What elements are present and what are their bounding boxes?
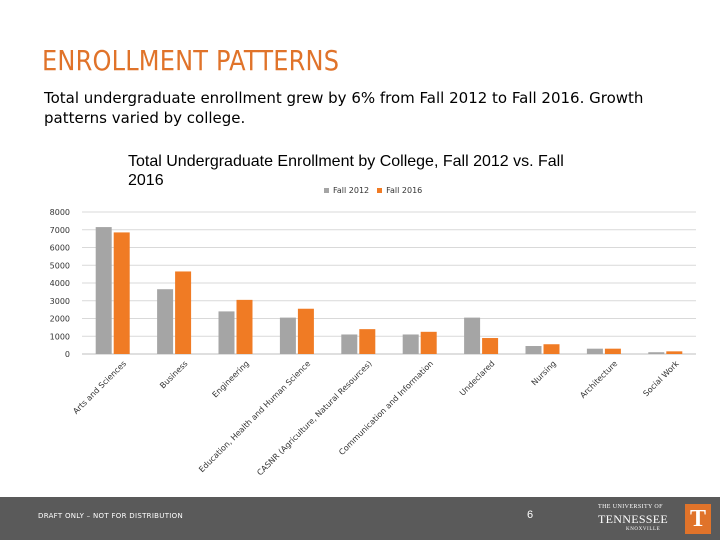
- bar-fall-2012: [279, 317, 296, 354]
- bar-fall-2012: [525, 346, 542, 354]
- x-category-label: Nursing: [530, 359, 558, 387]
- bar-fall-2016: [604, 348, 621, 354]
- chart-legend: Fall 2012 Fall 2016: [324, 186, 422, 195]
- x-category-label: Business: [158, 359, 189, 390]
- bar-fall-2012: [402, 334, 419, 354]
- x-category-label: Architecture: [578, 359, 619, 400]
- y-tick-label: 2000: [50, 315, 70, 324]
- page-number: 6: [527, 509, 534, 521]
- y-tick-label: 3000: [50, 297, 70, 306]
- bar-fall-2012: [464, 317, 481, 354]
- bar-fall-2012: [157, 289, 174, 354]
- y-tick-label: 1000: [50, 332, 70, 341]
- legend-swatch-fall-2016: [377, 188, 383, 193]
- y-tick-label: 5000: [50, 261, 70, 270]
- logo-line-3: KNOXVILLE: [626, 527, 661, 532]
- bar-fall-2016: [297, 308, 314, 354]
- logo-line-1: THE UNIVERSITY OF: [598, 504, 663, 510]
- y-tick-label: 4000: [50, 279, 70, 288]
- y-tick-label: 0: [65, 350, 70, 359]
- bar-fall-2012: [95, 227, 112, 354]
- bar-fall-2016: [420, 331, 437, 354]
- bar-fall-2016: [666, 351, 683, 354]
- bar-fall-2012: [648, 352, 665, 354]
- x-category-label: Arts and Sciences: [71, 359, 128, 416]
- x-category-label: Engineering: [211, 359, 251, 399]
- bar-fall-2016: [113, 232, 130, 354]
- y-tick-label: 7000: [50, 226, 70, 235]
- bar-fall-2016: [236, 299, 253, 354]
- y-tick-label: 8000: [50, 208, 70, 217]
- bar-fall-2012: [218, 311, 235, 354]
- legend-label-fall-2016: Fall 2016: [386, 186, 423, 195]
- bar-fall-2016: [482, 338, 499, 354]
- legend-label-fall-2012: Fall 2012: [333, 186, 370, 195]
- legend-swatch-fall-2012: [324, 188, 329, 193]
- logo-line-2: TENNESSEE: [598, 512, 669, 526]
- slide-subtitle: Total undergraduate enrollment grew by 6…: [44, 89, 644, 127]
- legend-item-fall-2016: Fall 2016: [377, 186, 422, 195]
- bar-fall-2016: [543, 344, 560, 354]
- y-tick-label: 6000: [50, 244, 70, 253]
- x-category-label: Social Work: [641, 359, 681, 399]
- university-logo: THE UNIVERSITY OF TENNESSEE KNOXVILLE T: [596, 502, 712, 536]
- bar-fall-2012: [341, 334, 358, 354]
- slide-title: ENROLLMENT PATTERNS: [42, 44, 340, 77]
- x-category-label: Undeclared: [458, 359, 497, 398]
- bar-fall-2016: [175, 271, 192, 354]
- legend-item-fall-2012: Fall 2012: [324, 186, 369, 195]
- chart-title: Total Undergraduate Enrollment by Colleg…: [128, 153, 564, 189]
- x-category-label: CASNR (Agriculture, Natural Resources): [255, 359, 373, 477]
- bar-fall-2012: [586, 348, 603, 354]
- footer-bar: [0, 497, 720, 540]
- bar-fall-2016: [359, 329, 376, 354]
- x-category-label: Education, Health and Human Science: [197, 359, 312, 474]
- enrollment-bar-chart: 0 1000 2000 3000 4000 5000 6000 7000 8000 Arts an…: [50, 208, 696, 477]
- draft-notice: DRAFT ONLY – NOT FOR DISTRIBUTION: [38, 512, 183, 520]
- power-t-icon: T: [685, 504, 711, 534]
